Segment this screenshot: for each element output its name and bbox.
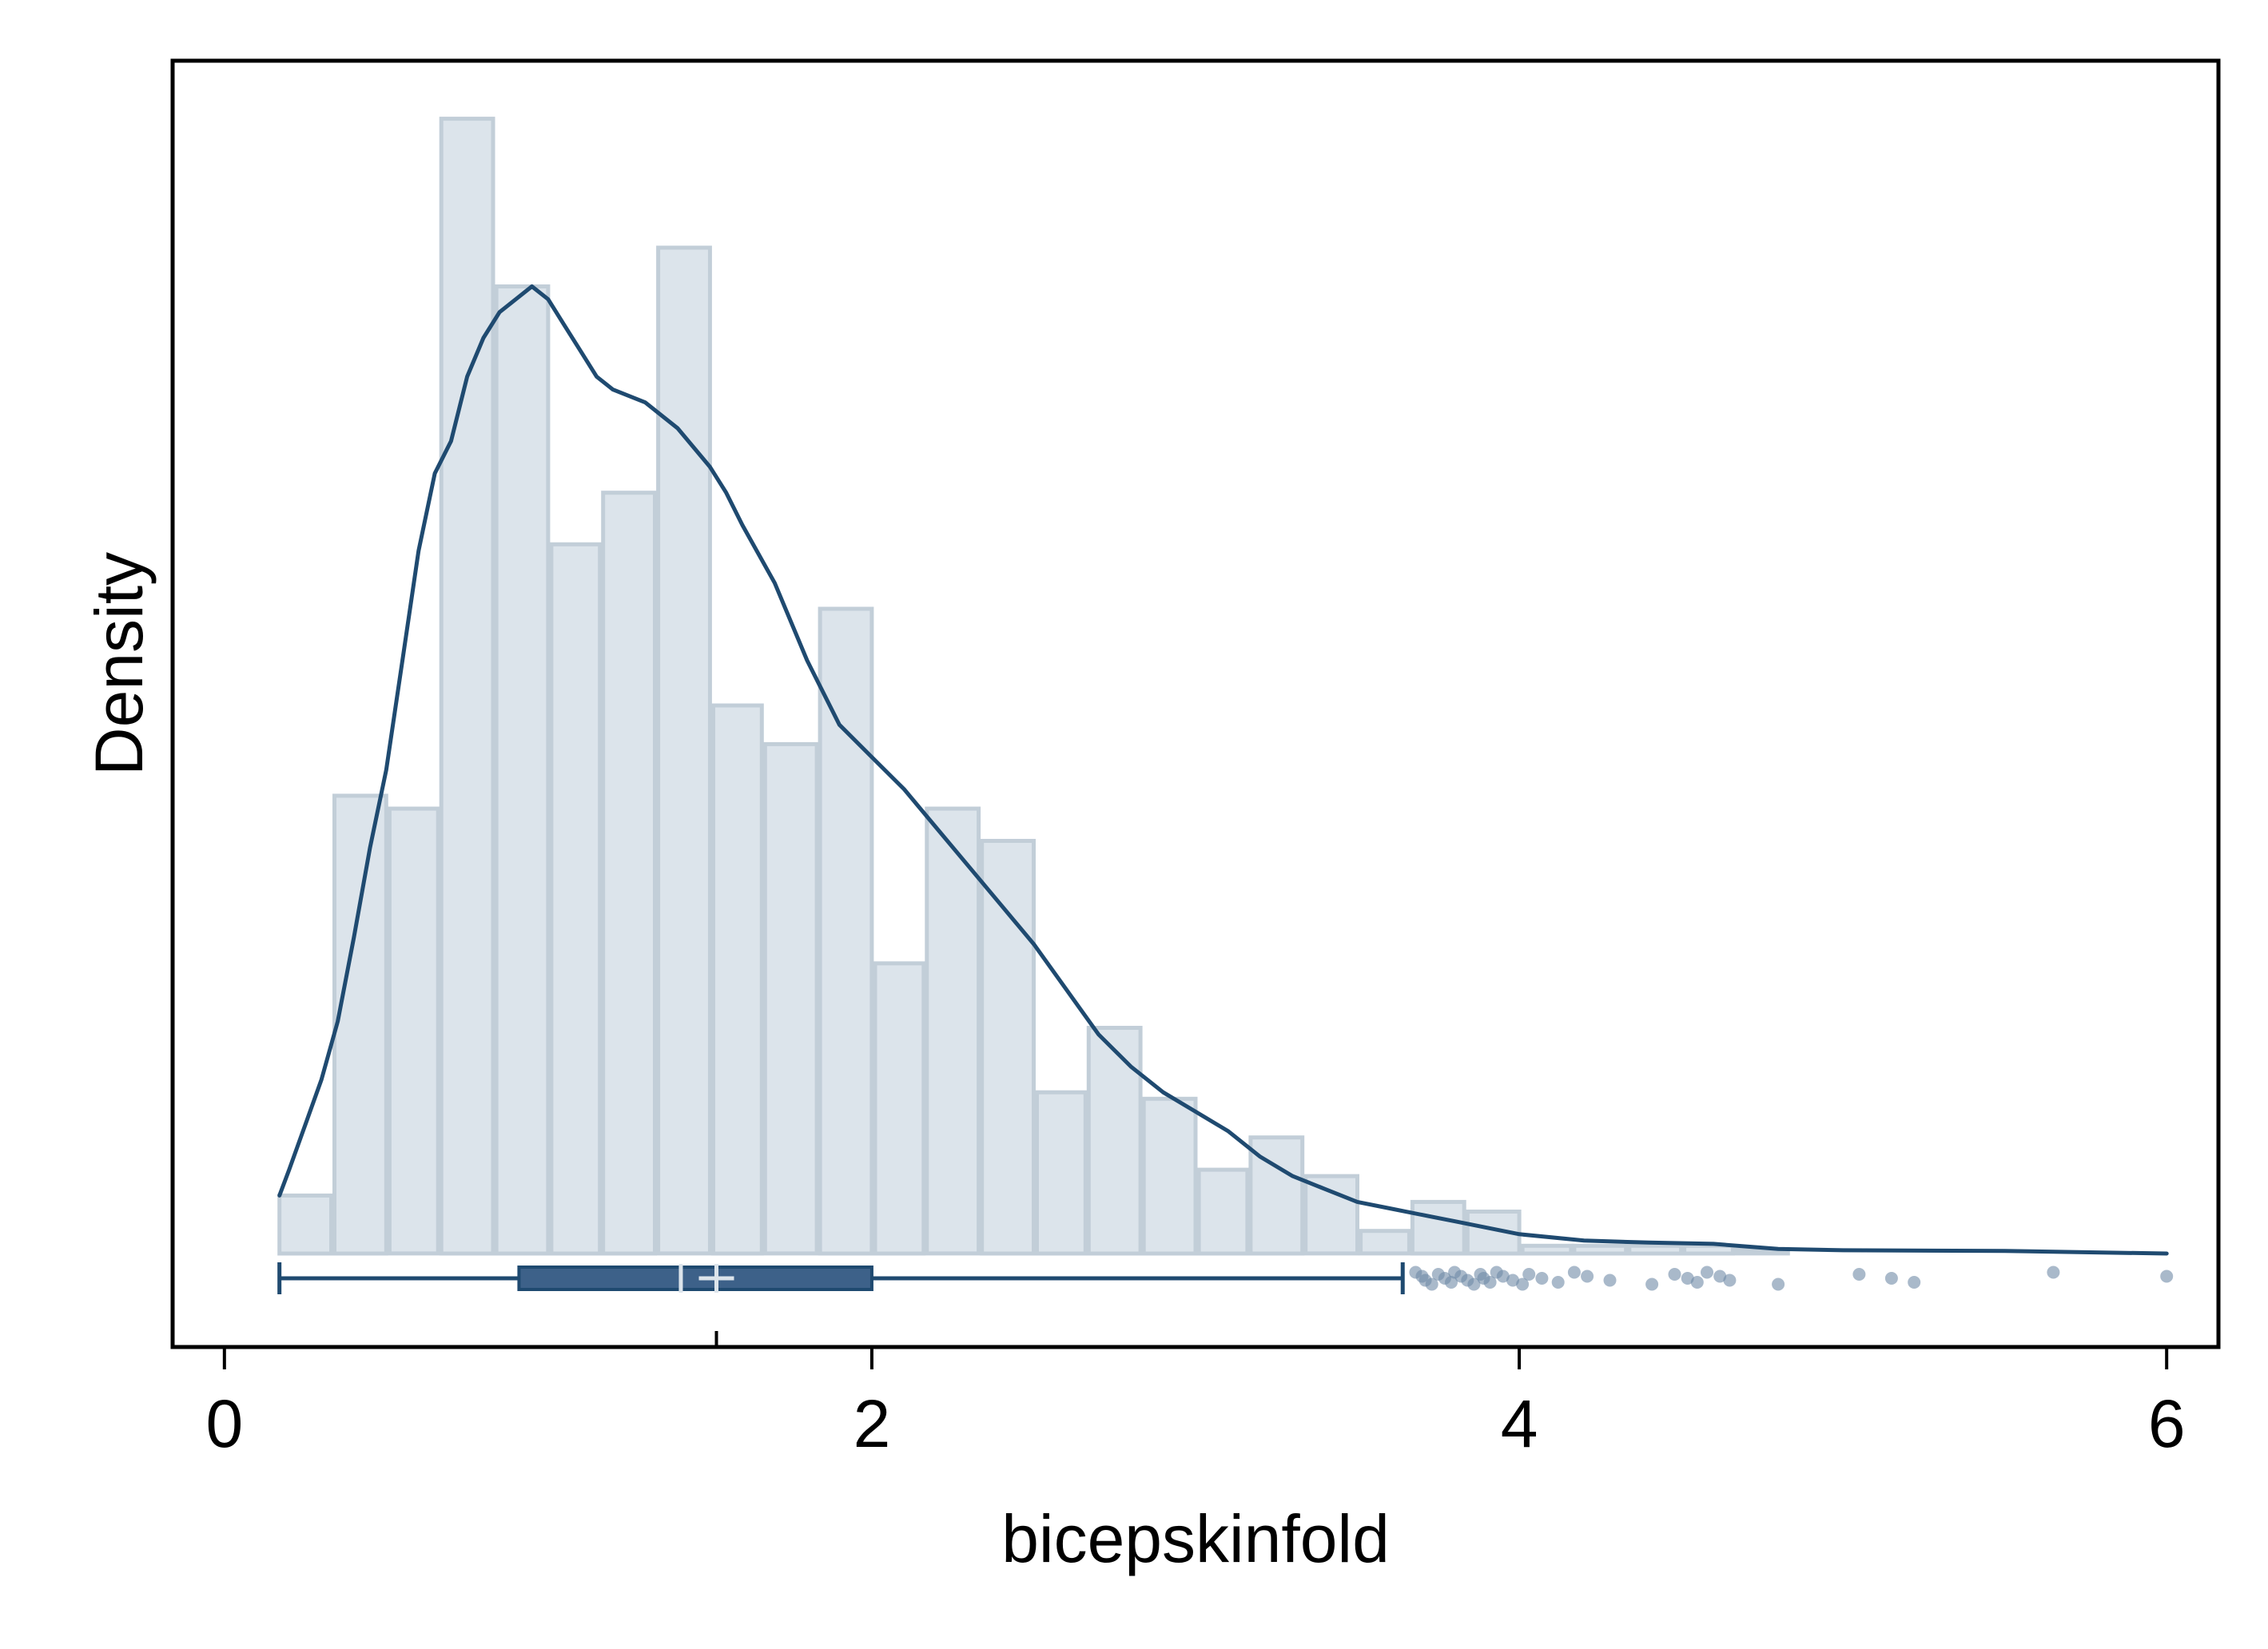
boxplot-box (517, 1266, 873, 1291)
histogram-bar-12 (925, 806, 981, 1256)
histogram-bar-5 (549, 542, 603, 1256)
boxplot-outlier-26 (1681, 1272, 1694, 1285)
boxplot-outlier-25 (1668, 1268, 1681, 1281)
boxplot-outlier-30 (1723, 1274, 1737, 1287)
x-axis: 0 2 4 6 (205, 1331, 2186, 1461)
boxplot-outlier-23 (1603, 1274, 1617, 1287)
histogram-bar-23 (1520, 1243, 1574, 1256)
histogram-bar-9 (762, 741, 819, 1256)
boxplot-outlier-27 (1690, 1276, 1704, 1289)
boxplot-outlier-17 (1516, 1277, 1530, 1291)
boxplot-outlier-20 (1551, 1276, 1565, 1289)
x-tick-label-4: 4 (1501, 1386, 1538, 1461)
plot-frame (170, 58, 2221, 1349)
boxplot-outlier-29 (1713, 1270, 1727, 1283)
boxplot-outlier-16 (1506, 1274, 1519, 1287)
histogram-bar-4 (494, 284, 551, 1256)
boxplot-outlier-31 (1772, 1277, 1785, 1291)
x-tick-label-0: 0 (205, 1386, 243, 1461)
histogram-bar-0 (277, 1193, 334, 1256)
boxplot-outlier-28 (1701, 1266, 1713, 1279)
histogram-bar-19 (1303, 1174, 1359, 1256)
histogram-bar-24 (1572, 1243, 1629, 1256)
histogram-bar-1 (332, 793, 388, 1256)
boxplot-outlier-36 (2160, 1270, 2174, 1283)
density-curve (277, 284, 2169, 1256)
density-line (277, 284, 2169, 1256)
histogram-bar-6 (601, 491, 658, 1256)
x-tick-label-6: 6 (2148, 1386, 2186, 1461)
boxplot-outlier-21 (1567, 1266, 1581, 1279)
boxplot-outlier-15 (1496, 1270, 1510, 1283)
histogram-bar-7 (656, 245, 712, 1256)
histogram-bar-14 (1035, 1090, 1088, 1256)
boxplot-outlier-34 (1908, 1276, 1921, 1289)
boxplot-outlier-3 (1425, 1277, 1438, 1291)
boxplot-outlier-33 (1884, 1272, 1898, 1285)
histogram-bar-15 (1086, 1026, 1143, 1256)
histogram-bar-21 (1410, 1199, 1466, 1256)
histogram-bar-13 (980, 839, 1036, 1256)
boxplot-outlier-13 (1483, 1276, 1497, 1289)
boxplot-outlier-10 (1467, 1277, 1481, 1291)
histogram-bar-11 (873, 961, 926, 1256)
boxplot-outlier-19 (1535, 1272, 1549, 1285)
histogram-bar-26 (1682, 1243, 1735, 1256)
histogram-bar-25 (1627, 1243, 1684, 1256)
histogram-bar-2 (387, 806, 440, 1256)
histogram-bar-3 (439, 117, 495, 1256)
boxplot-outlier-24 (1645, 1277, 1659, 1291)
x-tick-label-2: 2 (853, 1386, 891, 1461)
boxplot-outlier-32 (1852, 1268, 1866, 1281)
boxplot-outlier-22 (1581, 1270, 1594, 1283)
histogram-bar-8 (711, 703, 764, 1256)
histogram-bar-16 (1141, 1096, 1198, 1256)
boxplot-outlier-35 (2047, 1266, 2060, 1279)
histogram-bars (277, 117, 1790, 1256)
boxplot-outlier-18 (1522, 1268, 1536, 1281)
boxplot (277, 1262, 2174, 1294)
boxplot-outlier-6 (1445, 1276, 1458, 1289)
y-axis-label: Density (82, 552, 157, 776)
histogram-bar-20 (1359, 1229, 1411, 1256)
histogram-bar-17 (1196, 1167, 1250, 1256)
x-axis-label: bicepskinfold (1001, 1501, 1390, 1576)
histogram-bar-10 (818, 606, 874, 1256)
